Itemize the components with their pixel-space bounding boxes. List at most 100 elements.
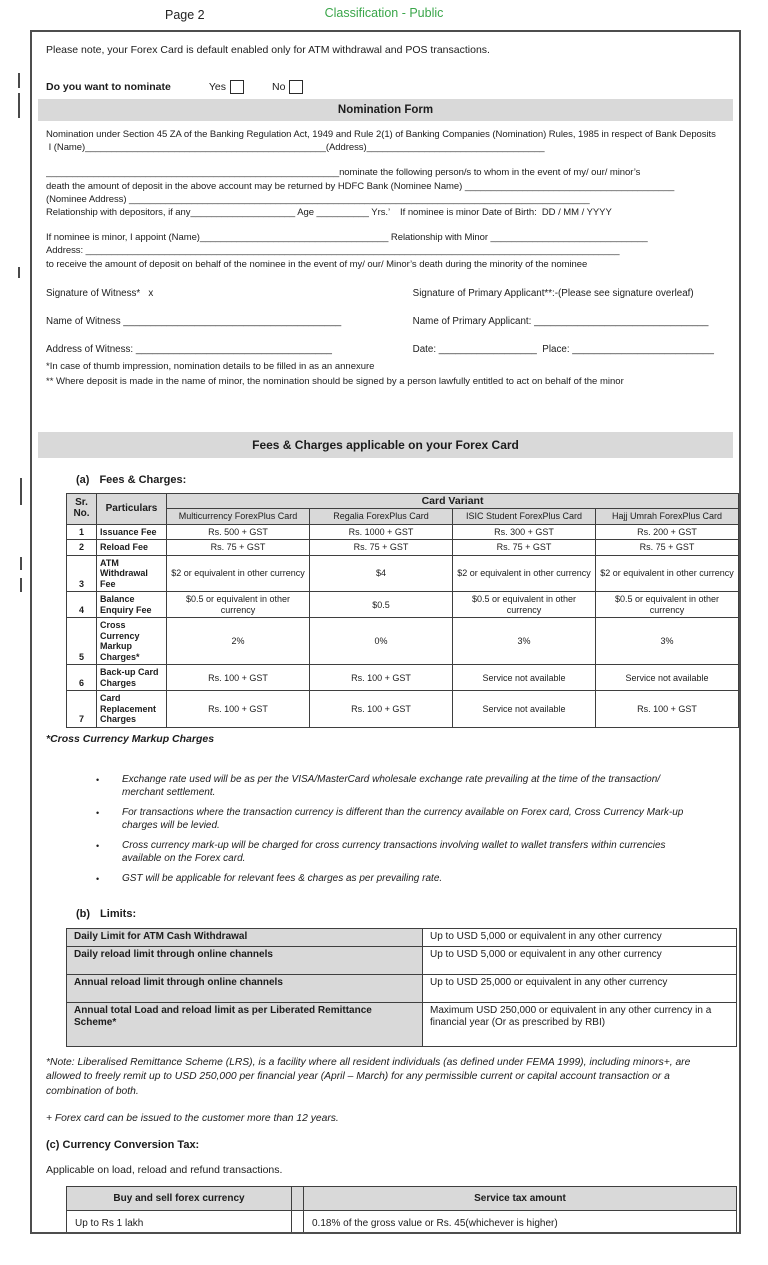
section-index: (b) [76,907,91,920]
fees-charges-banner: Fees & Charges applicable on your Forex … [38,431,733,458]
row-particulars: Card Replacement Charges [96,690,167,728]
nomination-intro: Nomination under Section 45 ZA of the Ba… [46,129,716,140]
col-header-multicurrency: Multicurrency ForexPlus Card [166,508,310,525]
table-row: 3 ATM Withdrawal Fee $2 or equivalent in… [66,554,739,593]
fee-value: $0.5 or equivalent in other currency [594,591,739,619]
nominate-yes-option: Yes [209,80,244,94]
yes-label: Yes [208,81,226,93]
change-bar [20,478,22,505]
date-place-field: Date: __________________ Place: ________… [412,343,714,355]
fee-value: $0.5 [309,591,453,619]
table-row: Daily Limit for ATM Cash Withdrawal Up t… [66,927,737,947]
section-title: Fees & Charges: [99,473,187,486]
fee-value: Rs. 1000 + GST [309,523,453,541]
table-row: 1 Issuance Fee Rs. 500 + GST Rs. 1000 + … [66,523,739,541]
limit-value: Up to USD 25,000 or equivalent in any ot… [422,973,737,1003]
table-row: Up to Rs 1 lakh 0.18% of the gross value… [66,1210,737,1232]
limits-section-heading: (b) Limits: [76,908,725,920]
nominate-no-option: No [271,80,304,94]
address-date-row: Address of Witness: ____________________… [46,344,725,355]
name-of-witness-field: Name of Witness ________________________… [46,315,342,327]
bullet-icon: • [96,774,100,785]
nomination-line: Address: _______________________________… [46,245,620,257]
bullet-item: • For transactions where the transaction… [96,806,696,832]
signature-of-witness-label: Signature of Witness* x [46,287,154,299]
currency-conversion-tax-subtext: Applicable on load, reload and refund tr… [46,1164,283,1177]
nomination-line: to receive the amount of deposit on beha… [46,258,588,270]
fee-value: Rs. 100 + GST [309,664,453,692]
fee-value: Service not available [452,664,596,692]
bullet-text: For transactions where the transaction c… [122,806,684,831]
limit-value: Maximum USD 250,000 or equivalent in any… [422,1001,737,1047]
table-row: Annual reload limit through online chann… [66,973,737,1003]
slab-label: Up to Rs 1 lakh [66,1210,292,1232]
row-particulars: Issuance Fee [96,523,167,541]
limits-table: Daily Limit for ATM Cash Withdrawal Up t… [66,927,737,1047]
table-row: 5 Cross Currency Markup Charges* 2% 0% 3… [66,617,739,666]
forex-card-notice: Please note, your Forex Card is default … [46,44,490,56]
currency-conversion-tax-table: Buy and sell forex currency Service tax … [66,1186,737,1232]
cross-currency-bullets: • Exchange rate used will be as per the … [96,773,725,886]
nominate-question-label: Do you want to nominate [46,81,171,93]
classification-header: Classification - Public [324,6,444,20]
bullet-text: Exchange rate used will be as per the VI… [122,773,661,798]
table-row: Annual total Load and reload limit as pe… [66,1001,737,1047]
bullet-icon: • [96,807,100,818]
row-sr: 4 [66,591,97,619]
form-page-frame: Please note, your Forex Card is default … [30,30,741,1234]
change-bar [18,73,20,88]
col-header-sr-no: Sr. No. [66,492,97,525]
lrs-note: *Note: Liberalised Remittance Scheme (LR… [46,1056,691,1097]
fee-value: $4 [309,554,453,593]
nominate-question-row: Do you want to nominate Yes No [46,80,725,94]
table-row: 4 Balance Enquiry Fee $0.5 or equivalent… [66,591,739,619]
col-header-hajj: Hajj Umrah ForexPlus Card [594,508,739,525]
no-checkbox[interactable] [289,80,304,94]
fee-value: $2 or equivalent in other currency [594,554,739,593]
fee-value: Rs. 100 + GST [166,690,310,728]
forex-age-note: + Forex card can be issued to the custom… [46,1113,339,1125]
minor-deposit-footnote: ** Where deposit is made in the name of … [46,375,624,387]
yes-checkbox[interactable] [229,80,244,94]
change-bar [20,557,22,570]
fee-value: $2 or equivalent in other currency [166,554,310,593]
row-sr: 6 [66,664,97,692]
nomination-line: Relationship with depositors, if any____… [46,207,612,219]
fee-value: $0.5 or equivalent in other currency [452,591,596,619]
section-index: (a) [76,473,90,486]
fee-value: Rs. 75 + GST [166,539,310,556]
fee-value: Rs. 300 + GST [452,523,596,541]
col-header-buy-sell: Buy and sell forex currency [66,1186,292,1212]
fee-value: Rs. 200 + GST [594,523,739,541]
spacer-cell [291,1210,304,1232]
row-particulars: ATM Withdrawal Fee [96,554,167,593]
row-particulars: Reload Fee [96,539,167,556]
section-title: Limits: [100,907,137,920]
currency-conversion-tax-heading: (c) Currency Conversion Tax: [46,1139,200,1152]
col-header-service-tax: Service tax amount [303,1186,737,1212]
table-row: Daily reload limit through online channe… [66,945,737,975]
signature-of-applicant-label: Signature of Primary Applicant**:-(Pleas… [412,287,694,299]
col-header-card-variant: Card Variant [165,492,739,510]
fee-value: Service not available [594,664,739,692]
bullet-icon: • [96,840,100,851]
table-row: 2 Reload Fee Rs. 75 + GST Rs. 75 + GST R… [66,539,739,556]
limit-value: Up to USD 5,000 or equivalent in any oth… [422,945,737,975]
change-bar [18,93,20,118]
spacer-column [291,1186,304,1212]
col-header-particulars: Particulars [96,492,167,525]
nomination-line: (Nominee Address) ______________________… [46,193,590,205]
col-header-regalia: Regalia ForexPlus Card [309,508,453,525]
fee-value: $0.5 or equivalent in other currency [166,591,310,619]
fee-value: 0% [309,617,453,666]
fee-value: Rs. 100 + GST [166,664,310,692]
fee-value: 3% [594,617,739,666]
change-bar [18,267,20,278]
cross-currency-heading: *Cross Currency Markup Charges [46,732,215,745]
nomination-body: Nomination under Section 45 ZA of the Ba… [46,128,725,271]
no-label: No [271,81,286,93]
row-sr: 7 [66,690,97,728]
bullet-icon: • [96,873,100,884]
col-header-isic: ISIC Student ForexPlus Card [452,508,596,525]
bullet-item: • GST will be applicable for relevant fe… [96,872,696,886]
